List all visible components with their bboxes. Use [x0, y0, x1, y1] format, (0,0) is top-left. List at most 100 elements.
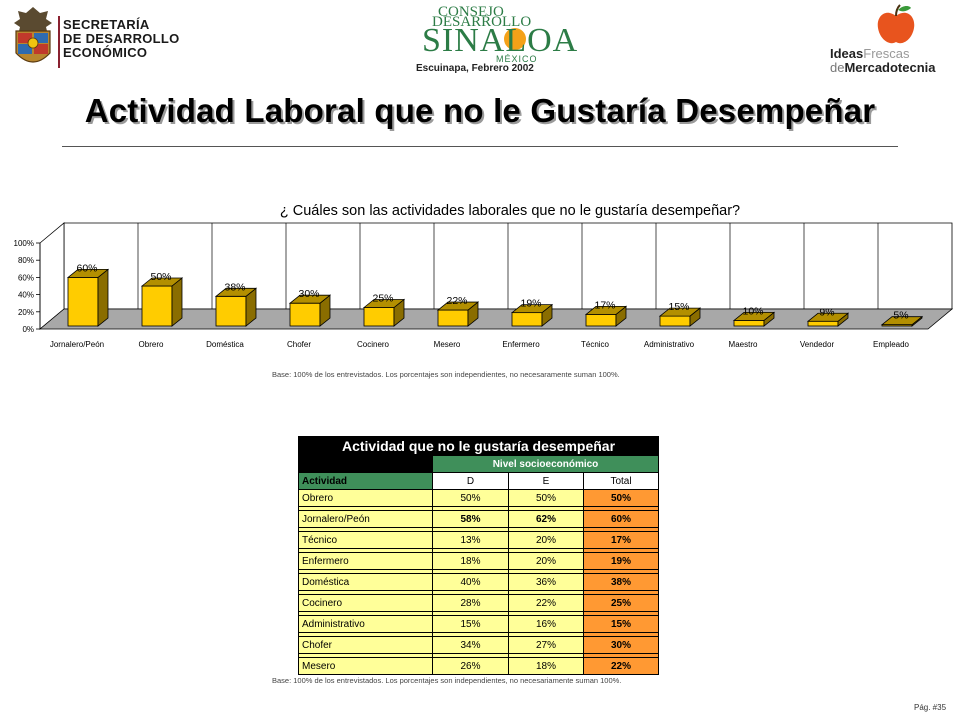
page-header: SECRETARÍA DE DESARROLLO ECONÓMICO CONSE…: [0, 0, 960, 95]
chart-x-axis: Jornalero/Peón Obrero Doméstica Chofer Cocin…: [50, 340, 910, 349]
bar-front: [511, 312, 543, 327]
row-value-e: 22%: [508, 594, 584, 612]
row-value-e: 50%: [508, 489, 584, 507]
row-value-d: 26%: [432, 657, 509, 675]
bar-top: [732, 312, 776, 321]
bar-front: [215, 295, 247, 327]
x-tick-label: Mesero: [434, 340, 461, 349]
bar-data-label: 50%: [150, 271, 171, 283]
y-tick-label: 60%: [18, 273, 34, 282]
bar-top: [880, 316, 924, 326]
row-value-total: 15%: [582, 615, 660, 633]
y-tick-label: 0%: [22, 325, 34, 334]
bar-data-label: 19%: [520, 298, 541, 310]
chart-bars: [66, 268, 924, 327]
row-value-d: 40%: [432, 573, 509, 591]
row-value-total: 17%: [582, 531, 660, 549]
bar-top: [658, 307, 702, 317]
chart-bar: [880, 315, 924, 327]
chart-bar: [806, 312, 850, 327]
place-date: Escuinapa, Febrero 2002: [416, 63, 534, 74]
bar-data-label: 9%: [819, 306, 834, 318]
bar-top: [584, 305, 628, 315]
table-row: Jornalero/Peón 58% 62% 60%: [298, 510, 660, 528]
row-value-e: 16%: [508, 615, 584, 633]
bar-front: [733, 319, 765, 327]
bar-front: [67, 277, 99, 327]
x-tick-label: Maestro: [729, 340, 758, 349]
table-row: Obrero 50% 50% 50%: [298, 489, 660, 507]
row-value-total: 19%: [582, 552, 660, 570]
page-title: Actividad Laboral que no le Gustaría Des…: [84, 92, 876, 129]
chart-bar: [288, 294, 332, 327]
de-mercadotecnia-line: deMercadotecnia: [830, 60, 936, 75]
table-row: Cocinero 28% 22% 25%: [298, 594, 660, 612]
x-tick-label: Jornalero/Peón: [50, 340, 104, 349]
col-header-actividad: Actividad: [298, 472, 433, 490]
row-value-e: 20%: [508, 531, 584, 549]
consejo-line-2: DESARROLLO: [432, 14, 532, 30]
bar-front: [437, 309, 469, 327]
x-tick-label: Administrativo: [644, 340, 695, 349]
chart-gridlines: [137, 223, 879, 309]
x-tick-label: Obrero: [139, 340, 164, 349]
chart-y-axis: 0% 20% 40% 60% 80% 100%: [14, 239, 41, 334]
sun-icon: [504, 28, 526, 50]
table-row: Doméstica 40% 36% 38%: [298, 573, 660, 591]
bar-data-label: 17%: [594, 299, 615, 311]
bar-top: [362, 299, 406, 308]
row-value-e: 18%: [508, 657, 584, 675]
bar-data-label: 5%: [893, 310, 908, 322]
bar-data-label: 38%: [224, 281, 245, 293]
ideas-frescas-logo: IdeasFrescas deMercadotecnia: [830, 4, 955, 79]
bar-top: [214, 287, 258, 297]
row-value-total: 25%: [582, 594, 660, 612]
row-value-e: 62%: [508, 510, 584, 528]
bar-data-label: 10%: [742, 305, 763, 317]
state-seal-icon: [14, 7, 52, 63]
col-header-e: E: [508, 472, 584, 490]
bar-data-label: 30%: [298, 288, 319, 300]
row-label: Obrero: [298, 489, 433, 507]
consejo-line-3: SINALOA: [422, 22, 579, 59]
table-row: Chofer 34% 27% 30%: [298, 636, 660, 654]
row-value-e: 36%: [508, 573, 584, 591]
y-tick-label: 20%: [18, 308, 34, 317]
chart-bar: [436, 301, 480, 327]
bar-front: [363, 307, 395, 327]
chart-base-note: Base: 100% de los entrevistados. Los por…: [272, 370, 620, 379]
x-tick-label: Doméstica: [206, 340, 244, 349]
row-label: Chofer: [298, 636, 433, 654]
bar-top: [288, 294, 332, 304]
row-value-d: 58%: [432, 510, 509, 528]
bar-top: [66, 269, 110, 278]
row-value-d: 50%: [432, 489, 509, 507]
bar-front: [807, 320, 839, 327]
secretaria-line-3: ECONÓMICO: [63, 45, 148, 60]
row-value-d: 34%: [432, 636, 509, 654]
row-value-total: 60%: [582, 510, 660, 528]
col-header-d: D: [432, 472, 509, 490]
bar-top: [140, 277, 184, 287]
bar-data-label: 22%: [446, 295, 467, 307]
frescas-word: Frescas: [863, 46, 910, 61]
apple-icon: [877, 4, 915, 44]
x-tick-label: Enfermero: [502, 340, 540, 349]
row-value-d: 13%: [432, 531, 509, 549]
bar-side: [97, 268, 109, 327]
bar-front: [289, 302, 321, 327]
bar-chart: ¿ Cuáles son las actividades laborales q…: [14, 203, 954, 349]
x-tick-label: Vendedor: [800, 340, 835, 349]
consejo-line-4: MÉXICO: [496, 54, 538, 64]
chart-bar: [140, 277, 184, 327]
row-label: Jornalero/Peón: [298, 510, 433, 528]
chart-bar: [732, 311, 776, 327]
bar-data-label: 15%: [668, 301, 689, 313]
row-value-e: 20%: [508, 552, 584, 570]
mercadotecnia-word: Mercadotecnia: [844, 60, 936, 75]
row-value-total: 22%: [582, 657, 660, 675]
bar-data-label: 60%: [76, 262, 97, 274]
activity-table: Actividad que no le gustaría desempeñar …: [297, 436, 660, 675]
row-value-total: 50%: [582, 489, 660, 507]
table-title: Actividad que no le gustaría desempeñar: [297, 436, 660, 456]
